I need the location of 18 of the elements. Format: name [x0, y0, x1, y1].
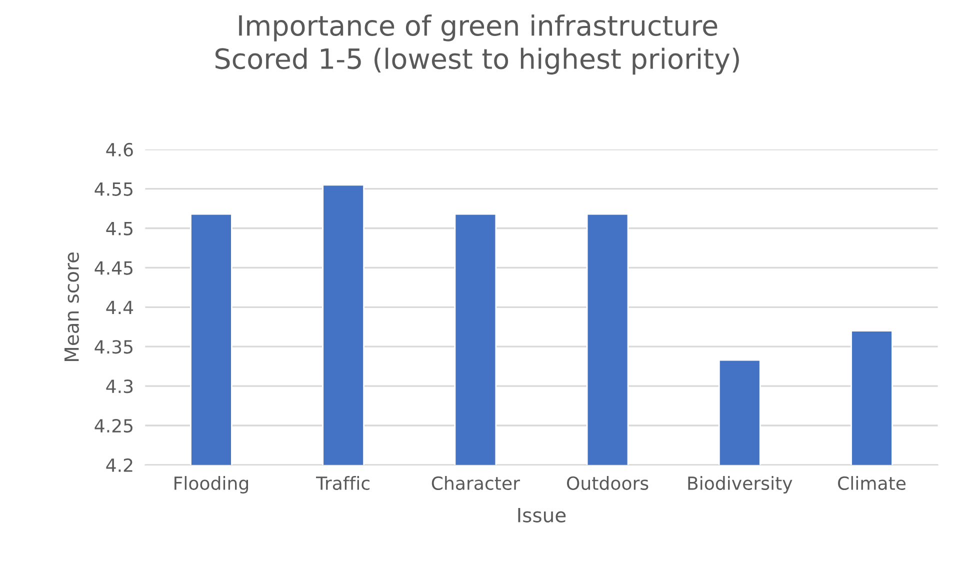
- y-tick-label: 4.55: [94, 182, 132, 196]
- y-tick-label: 4.2: [106, 458, 132, 472]
- x-tick-label: Character: [432, 476, 520, 490]
- y-tick-label: 4.45: [94, 261, 132, 275]
- y-tick-label: 4.4: [106, 300, 134, 314]
- y-tick-label: 4.25: [94, 418, 132, 433]
- x-tick-label: Outdoors: [566, 476, 648, 490]
- y-tick-label: 4.35: [94, 340, 132, 354]
- chart-title: Importance of green infrastructure Scored 1-5 (lowest to highest priority): [216, 14, 739, 75]
- y-tick-label: 4.6: [106, 142, 133, 156]
- x-tick-label: Climate: [838, 476, 906, 490]
- y-axis-title: Mean score: [64, 252, 79, 361]
- x-tick-label: Biodiversity: [688, 476, 792, 494]
- x-tick-label: Flooding: [174, 476, 248, 494]
- y-tick-label: 4.3: [106, 380, 133, 394]
- x-tick-label: Traffic: [316, 476, 370, 490]
- x-axis-title: Issue: [518, 508, 566, 522]
- y-tick-label: 4.5: [106, 222, 132, 236]
